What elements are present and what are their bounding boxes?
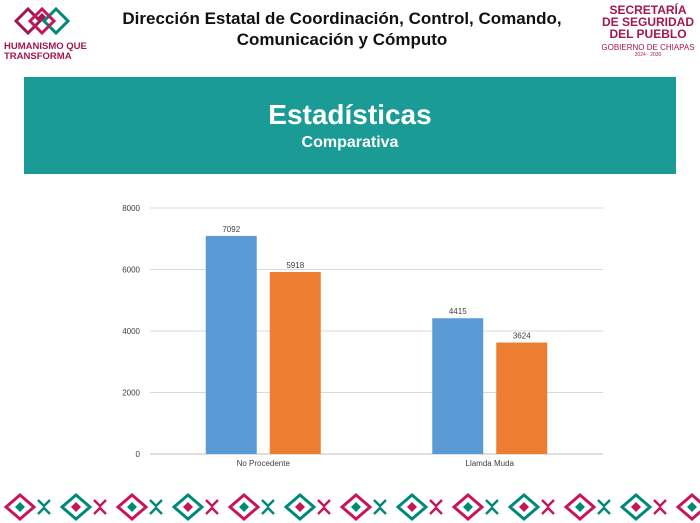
title-banner: Estadísticas Comparativa — [24, 77, 676, 174]
border-motif — [395, 493, 443, 521]
logo-right-line3: DEL PUEBLO — [609, 27, 687, 41]
y-tick-label: 2000 — [122, 389, 140, 398]
decorative-textile-border-icon — [3, 493, 700, 521]
border-motif — [451, 493, 499, 521]
y-tick-label: 4000 — [122, 327, 140, 336]
border-motif — [339, 493, 387, 521]
logo-left-line1: HUMANISMO QUE — [4, 41, 87, 52]
humanismo-logo: HUMANISMO QUE TRANSFORMA — [4, 2, 87, 62]
bar — [496, 342, 548, 454]
border-motif — [227, 493, 275, 521]
data-label: 7092 — [222, 225, 240, 234]
border-motif — [619, 493, 667, 521]
x-tick-label: No Procedente — [237, 459, 291, 468]
border-motif — [675, 493, 700, 521]
y-tick-label: 6000 — [122, 266, 140, 275]
bar-chart: 0 2000 4000 6000 8000 7092 5918 No Procedente 44… — [122, 204, 603, 468]
bar — [432, 318, 484, 454]
page-header: Dirección Estatal de Coordinación, Contr… — [92, 8, 592, 50]
banner-title: Estadísticas — [268, 99, 432, 130]
border-motif — [3, 493, 51, 521]
border-motif — [507, 493, 555, 521]
x-tick-label: Llamda Muda — [466, 459, 515, 468]
logo-left-line2: TRANSFORMA — [4, 51, 72, 62]
logo-right-line1: SECRETARÍA — [609, 3, 687, 17]
data-label: 5918 — [286, 261, 304, 270]
data-label: 3624 — [513, 332, 531, 341]
secretaria-logo: SECRETARÍA DE SEGURIDAD DEL PUEBLO GOBIE… — [598, 4, 698, 59]
bar — [205, 235, 257, 454]
y-tick-label: 8000 — [122, 204, 140, 213]
border-motif — [563, 493, 611, 521]
banner-subtitle: Comparativa — [301, 134, 399, 151]
humanismo-knot-icon — [13, 6, 71, 36]
data-label: 4415 — [449, 307, 467, 316]
border-motif — [171, 493, 219, 521]
border-motif — [115, 493, 163, 521]
border-motif — [283, 493, 331, 521]
bar — [269, 272, 321, 454]
header-title-line1: Dirección Estatal de Coordinación, Contr… — [122, 9, 562, 28]
y-tick-label: 0 — [136, 450, 141, 459]
logo-right-line2: DE SEGURIDAD — [601, 15, 694, 29]
logo-right-line5: 2024 - 2030 — [634, 52, 662, 58]
header-title-line2: Comunicación y Cómputo — [236, 30, 448, 49]
border-motif — [59, 493, 107, 521]
logo-right-line4: GOBIERNO DE CHIAPAS — [601, 43, 695, 52]
